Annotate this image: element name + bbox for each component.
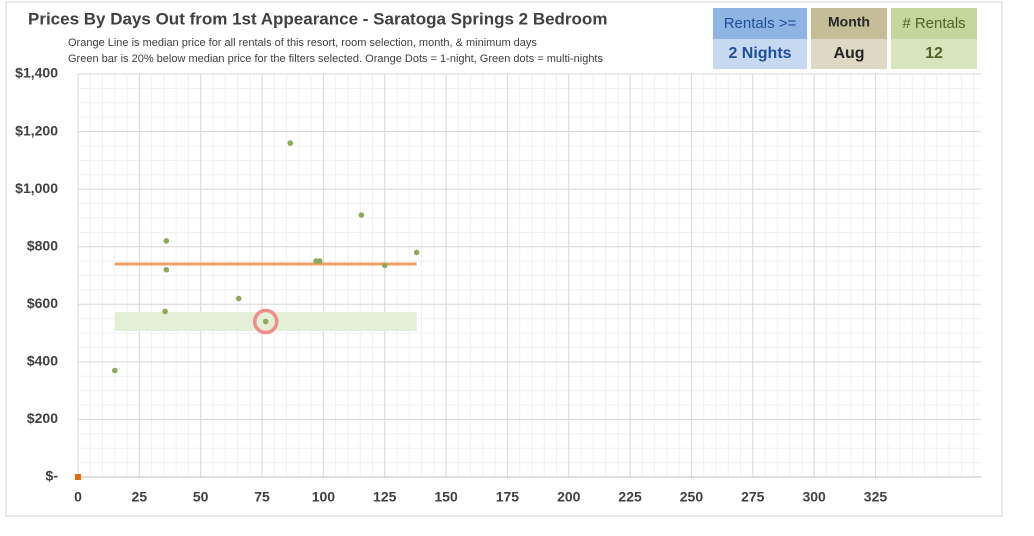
filter-value-bg <box>891 39 977 69</box>
filter-value: 12 <box>925 45 943 62</box>
point <box>413 249 420 256</box>
filter-header: Rentals >= <box>724 15 797 32</box>
x-tick-label: 200 <box>557 489 581 505</box>
y-tick-label: $1,400 <box>15 65 58 81</box>
filter-box: Rentals >= 2 Nights <box>713 8 807 69</box>
x-tick-label: 250 <box>680 489 704 505</box>
filter-value-bg <box>811 39 887 69</box>
highlight-ring <box>252 308 279 335</box>
x-tick-label: 50 <box>193 489 209 505</box>
filter-header-bg <box>713 8 807 39</box>
filter-box: # Rentals 12 <box>891 8 977 69</box>
x-tick-label: 175 <box>496 489 520 505</box>
point <box>163 238 170 244</box>
filter-header: Month <box>828 14 870 30</box>
x-tick-label: 150 <box>434 489 458 505</box>
x-tick-label: 325 <box>864 489 888 505</box>
filter-value-bg <box>713 39 807 69</box>
y-tick-label: $200 <box>27 410 58 426</box>
point <box>162 308 168 315</box>
y-tick-label: $1,000 <box>15 180 58 196</box>
y-tick-label: $400 <box>27 353 58 369</box>
filter-header: # Rentals <box>902 15 965 32</box>
filter-value: 2 Nights <box>728 45 791 62</box>
point <box>163 266 170 273</box>
point <box>112 367 118 374</box>
x-tick-label: 75 <box>254 489 270 505</box>
x-tick-label: 0 <box>74 489 82 505</box>
chart-frame <box>5 1 1003 517</box>
x-tick-label: 275 <box>741 489 765 505</box>
filter-box: Month Aug <box>811 8 887 69</box>
point <box>316 258 323 264</box>
y-tick-label: $800 <box>27 237 58 253</box>
x-tick-label: 125 <box>373 489 397 505</box>
x-tick-label: 225 <box>618 489 642 505</box>
filter-value: Aug <box>833 45 864 62</box>
filter-header-bg <box>891 8 977 39</box>
chart-title: Prices By Days Out from 1st Appearance -… <box>28 9 607 28</box>
point <box>358 212 365 218</box>
y-tick-label: $1,200 <box>15 122 58 138</box>
x-tick-label: 100 <box>312 489 336 505</box>
x-tick-label: 25 <box>132 489 148 505</box>
x-tick-label: 300 <box>802 489 826 505</box>
note: Orange Line is median price for all rent… <box>68 37 537 49</box>
point <box>235 295 242 302</box>
filter-header-bg <box>811 8 887 39</box>
y-tick-label: $600 <box>27 295 58 311</box>
point <box>381 262 388 269</box>
point <box>262 318 269 325</box>
point <box>75 474 81 480</box>
note: Green bar is 20% below median price for … <box>68 53 603 65</box>
point <box>287 140 294 146</box>
y-tick-label: $- <box>46 468 59 484</box>
